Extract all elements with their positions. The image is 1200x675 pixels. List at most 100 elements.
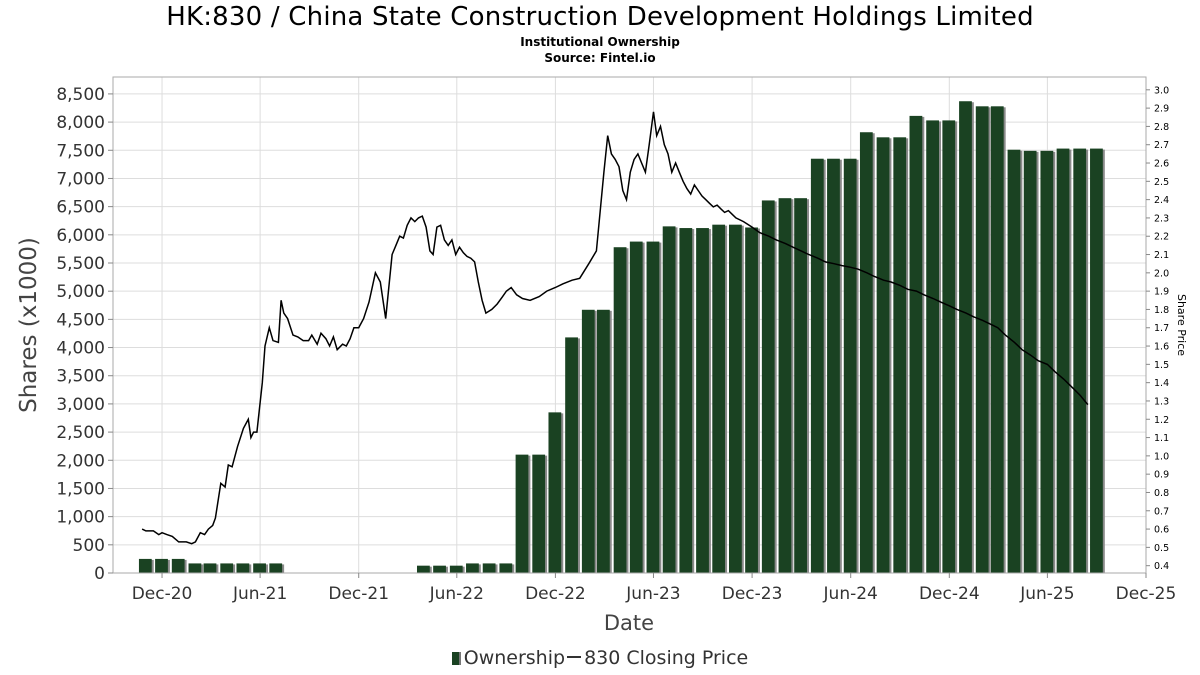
y2-tick-label: 2.3 — [1154, 213, 1169, 224]
x-tick-label: Jun-24 — [823, 584, 878, 604]
y2-tick-label: 2.4 — [1154, 195, 1169, 206]
ownership-bar — [1023, 150, 1037, 573]
y2-tick-label: 2.8 — [1154, 122, 1169, 133]
y2-tick-label: 1.4 — [1154, 378, 1169, 389]
line-layer — [141, 111, 1089, 545]
ownership-bar — [499, 563, 513, 573]
x-tick-label: Dec-22 — [525, 584, 586, 604]
y-tick-label: 0 — [94, 564, 105, 584]
y-tick-label: 500 — [73, 536, 105, 556]
ownership-bar — [810, 158, 824, 573]
ownership-bar — [416, 565, 430, 573]
ownership-bar — [236, 563, 250, 573]
y-tick-label: 2,500 — [56, 423, 105, 443]
y-tick-label: 8,500 — [56, 85, 105, 105]
y-tick-label: 2,000 — [56, 451, 105, 471]
y-tick-label: 7,500 — [56, 141, 105, 161]
ownership-bar — [138, 558, 152, 573]
y-tick-label: 6,500 — [56, 198, 105, 218]
ownership-bar — [728, 224, 742, 573]
y2-tick-label: 2.6 — [1154, 159, 1169, 170]
ownership-bar — [1040, 150, 1054, 573]
ownership-bar — [712, 224, 726, 573]
ownership-bar — [1090, 148, 1103, 573]
ownership-bar — [1073, 148, 1087, 573]
ownership-bar — [581, 309, 595, 573]
legend: Ownership 830 Closing Price — [0, 647, 1200, 669]
ownership-bar — [482, 563, 496, 573]
price-legend-label: 830 Closing Price — [584, 647, 749, 669]
x-tick-label: Jun-21 — [232, 584, 287, 604]
ownership-bar — [596, 309, 610, 573]
ownership-bar — [975, 106, 989, 574]
y2-tick-label: 2.7 — [1154, 140, 1169, 151]
y2-tick-label: 1.1 — [1154, 433, 1169, 444]
ownership-bar — [745, 227, 758, 573]
ownership-bar — [466, 563, 479, 573]
y2-tick-label: 0.5 — [1154, 543, 1169, 554]
y2-tick-label: 2.5 — [1154, 177, 1169, 188]
ownership-bar — [926, 120, 939, 574]
bar-layer — [138, 101, 1105, 574]
y2-tick-label: 2.1 — [1154, 250, 1169, 261]
ownership-bar — [794, 198, 807, 573]
y2-tick-label: 1.2 — [1154, 415, 1169, 426]
y-tick-label: 4,500 — [56, 310, 105, 330]
x-tick-label: Dec-20 — [132, 584, 193, 604]
y2-tick-label: 0.6 — [1154, 525, 1169, 536]
chart-subtitle: Institutional Ownership — [520, 35, 680, 49]
y2-tick-label: 1.9 — [1154, 287, 1169, 298]
y-tick-label: 4,000 — [56, 339, 105, 359]
ownership-bar — [220, 563, 234, 573]
ownership-bar — [613, 247, 627, 573]
ownership-bar — [203, 563, 217, 573]
y-tick-label: 5,000 — [56, 282, 105, 302]
ownership-bar — [532, 454, 546, 573]
price-line — [141, 111, 1089, 545]
y2-tick-label: 0.9 — [1154, 470, 1169, 481]
ownership-bar — [1056, 148, 1070, 573]
ownership-bar — [893, 137, 907, 574]
ownership-bar — [433, 565, 446, 573]
ownership-bar — [449, 565, 463, 573]
ownership-bar — [990, 106, 1004, 574]
y2-tick-label: 1.8 — [1154, 305, 1169, 316]
y-tick-label: 1,000 — [56, 508, 105, 528]
x-tick-label: Dec-21 — [328, 584, 389, 604]
x-tick-label: Jun-23 — [625, 584, 680, 604]
price-legend-line — [567, 656, 582, 658]
y-tick-label: 5,500 — [56, 254, 105, 274]
ownership-bar — [188, 563, 202, 573]
y-tick-label: 8,000 — [56, 113, 105, 133]
ownership-bar — [778, 198, 792, 573]
x-tick-label: Dec-24 — [919, 584, 980, 604]
y2-tick-label: 1.6 — [1154, 342, 1169, 353]
ownership-bar — [629, 241, 643, 573]
y-tick-label: 6,000 — [56, 226, 105, 246]
axis-layer: 0 500 1,000 1,500 2,000 2,500 3,000 3,500 4,000 4… — [56, 85, 1176, 604]
y-tick-label: 3,000 — [56, 395, 105, 415]
ownership-legend-label: Ownership — [463, 647, 566, 669]
y2-tick-label: 3.0 — [1154, 85, 1169, 96]
ownership-bar — [761, 200, 775, 573]
y2-tick-label: 2.2 — [1154, 232, 1169, 243]
y-tick-label: 7,000 — [56, 169, 105, 189]
y2-tick-label: 2.9 — [1154, 104, 1169, 115]
y2-tick-label: 0.4 — [1154, 561, 1169, 572]
ownership-bar — [859, 132, 873, 573]
y2-tick-label: 0.7 — [1154, 506, 1169, 517]
y2-tick-label: 1.5 — [1154, 360, 1169, 371]
ownership-chart: 0 500 1,000 1,500 2,000 2,500 3,000 3,500 4,000 4… — [16, 76, 1188, 635]
y2-tick-label: 2.0 — [1154, 268, 1169, 279]
ownership-bar — [646, 241, 660, 573]
ownership-bar — [155, 558, 168, 573]
x-tick-label: Jun-22 — [429, 584, 484, 604]
y-tick-label: 1,500 — [56, 479, 105, 499]
ownership-bar — [515, 454, 529, 573]
ownership-bar — [269, 563, 283, 573]
ownership-bar — [942, 120, 956, 574]
y-axis-label: Shares (x1000) — [16, 237, 42, 413]
y2-tick-label: 0.8 — [1154, 488, 1169, 499]
y2-tick-label: 1.0 — [1154, 451, 1169, 462]
ownership-bar — [1007, 149, 1021, 573]
